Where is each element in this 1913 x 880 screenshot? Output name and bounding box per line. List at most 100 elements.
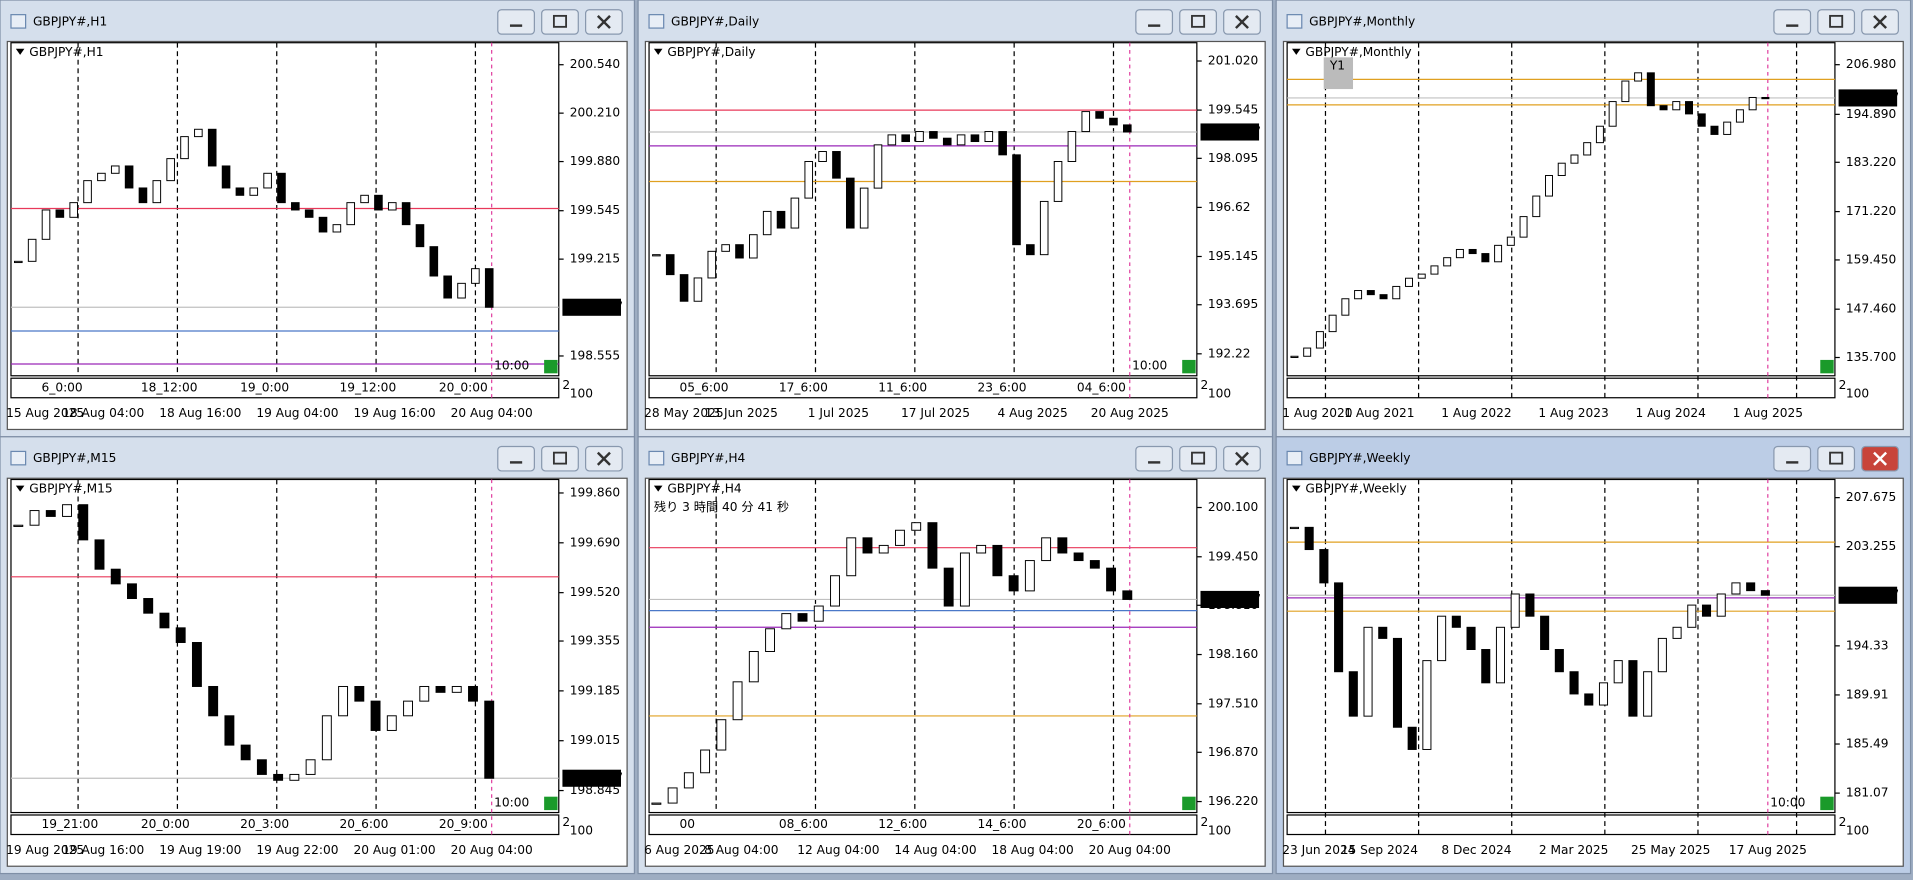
candle <box>221 165 231 189</box>
candle <box>191 642 202 687</box>
icon <box>596 451 611 466</box>
candle <box>1731 582 1741 595</box>
candle <box>1735 109 1744 123</box>
y-tick-label: 194.33 <box>1846 638 1889 652</box>
close-button[interactable] <box>1861 9 1899 35</box>
time-label: 17 Aug 2025 <box>1729 843 1807 857</box>
candle <box>97 172 106 182</box>
time-label: 19 Aug 22:00 <box>256 843 338 857</box>
current-price-box <box>1838 89 1898 107</box>
maximize-button[interactable] <box>541 9 579 35</box>
y-tick-label: 185.49 <box>1846 737 1889 751</box>
maximize-button[interactable] <box>541 445 579 472</box>
candle <box>124 165 134 189</box>
y-tick-label: 199.880 <box>570 154 620 168</box>
candle <box>1443 257 1452 267</box>
icon <box>1873 15 1888 29</box>
candle <box>1008 575 1019 592</box>
y-tick-label: 135.700 <box>1846 350 1896 364</box>
current-price-label: 198.887 <box>1205 592 1261 606</box>
y-tick-label: 183.220 <box>1846 155 1896 169</box>
candle <box>1608 101 1617 127</box>
candle <box>693 277 703 302</box>
candle <box>804 161 814 199</box>
minimize-button-box <box>497 9 535 35</box>
minimize-button[interactable] <box>1135 445 1174 472</box>
candle <box>887 134 897 146</box>
candle <box>813 605 824 622</box>
candle <box>235 187 245 196</box>
candle <box>370 700 381 731</box>
minimize-button[interactable] <box>1773 445 1812 472</box>
candle <box>1540 615 1550 651</box>
candle <box>277 172 286 204</box>
candle <box>435 685 446 693</box>
close-button[interactable] <box>1861 445 1899 472</box>
window-title: GBPJPY#,H1 <box>33 14 107 28</box>
candle <box>652 254 661 257</box>
close-button[interactable] <box>1223 9 1261 35</box>
close-button[interactable] <box>585 445 623 472</box>
inner-time-label: 18_12:00 <box>141 380 198 394</box>
candle <box>667 787 678 804</box>
timer: 10:00 <box>494 795 529 809</box>
time-strip <box>648 377 1198 399</box>
candle <box>832 151 841 179</box>
minimize-button[interactable] <box>497 445 535 472</box>
candle <box>1422 660 1432 750</box>
time-label: 1 Jul 2025 <box>808 406 869 420</box>
current-price-label: 198.887 <box>1843 588 1899 602</box>
candle <box>1081 111 1091 133</box>
candle <box>1109 117 1118 126</box>
chart-area <box>644 40 1266 431</box>
candle <box>942 137 952 146</box>
time-label: 1 Aug 2024 <box>1636 406 1707 420</box>
corner-label: 100 <box>570 823 593 837</box>
plot-border <box>10 42 560 377</box>
chart-area <box>6 40 628 431</box>
candle <box>790 197 800 229</box>
time-label: 13 Jun 2025 <box>705 406 778 420</box>
candle <box>859 187 869 229</box>
candle <box>1525 593 1535 617</box>
minimize-button[interactable] <box>1135 9 1174 35</box>
candle <box>1646 72 1655 107</box>
time-label: 20 Aug 04:00 <box>451 843 533 857</box>
y-tick-label: 206.980 <box>1846 57 1896 71</box>
symbol-label: GBPJPY#,Monthly <box>1305 45 1411 59</box>
time-label: 1 Aug 2021 <box>1344 406 1414 420</box>
candle <box>735 244 744 259</box>
y-tick-label: 199.015 <box>570 733 620 747</box>
candle <box>159 612 170 629</box>
candle <box>360 194 369 204</box>
candle <box>354 685 365 702</box>
candle <box>13 524 24 527</box>
candle <box>956 134 966 146</box>
candle <box>846 537 857 577</box>
candle <box>249 187 259 196</box>
plot-border <box>1286 42 1836 377</box>
y-tick-label: 194.890 <box>1846 107 1896 121</box>
candle <box>1481 649 1491 684</box>
timer: 10:00 <box>494 359 529 373</box>
minimize-button[interactable] <box>497 9 535 35</box>
maximize-button[interactable] <box>1179 445 1217 472</box>
corner-label: 100 <box>1846 823 1869 837</box>
y-tick-label: 199.545 <box>570 203 620 217</box>
close-button[interactable] <box>1223 445 1261 472</box>
inner-time-label: 20_9:00 <box>439 817 488 831</box>
candle <box>1290 355 1299 358</box>
candle <box>14 260 23 264</box>
candle <box>1701 604 1712 617</box>
maximize-button[interactable] <box>1817 445 1856 472</box>
candle <box>1012 154 1021 246</box>
maximize-button[interactable] <box>1817 9 1856 35</box>
maximize-button[interactable] <box>1179 9 1217 35</box>
time-label: 4 Aug 2025 <box>997 406 1067 420</box>
inner-time-label: 05_6:00 <box>680 380 729 394</box>
candle <box>1304 526 1314 551</box>
close-button[interactable] <box>585 9 623 35</box>
menu-triangle <box>15 485 25 492</box>
candle <box>62 504 72 517</box>
minimize-button[interactable] <box>1773 9 1812 35</box>
